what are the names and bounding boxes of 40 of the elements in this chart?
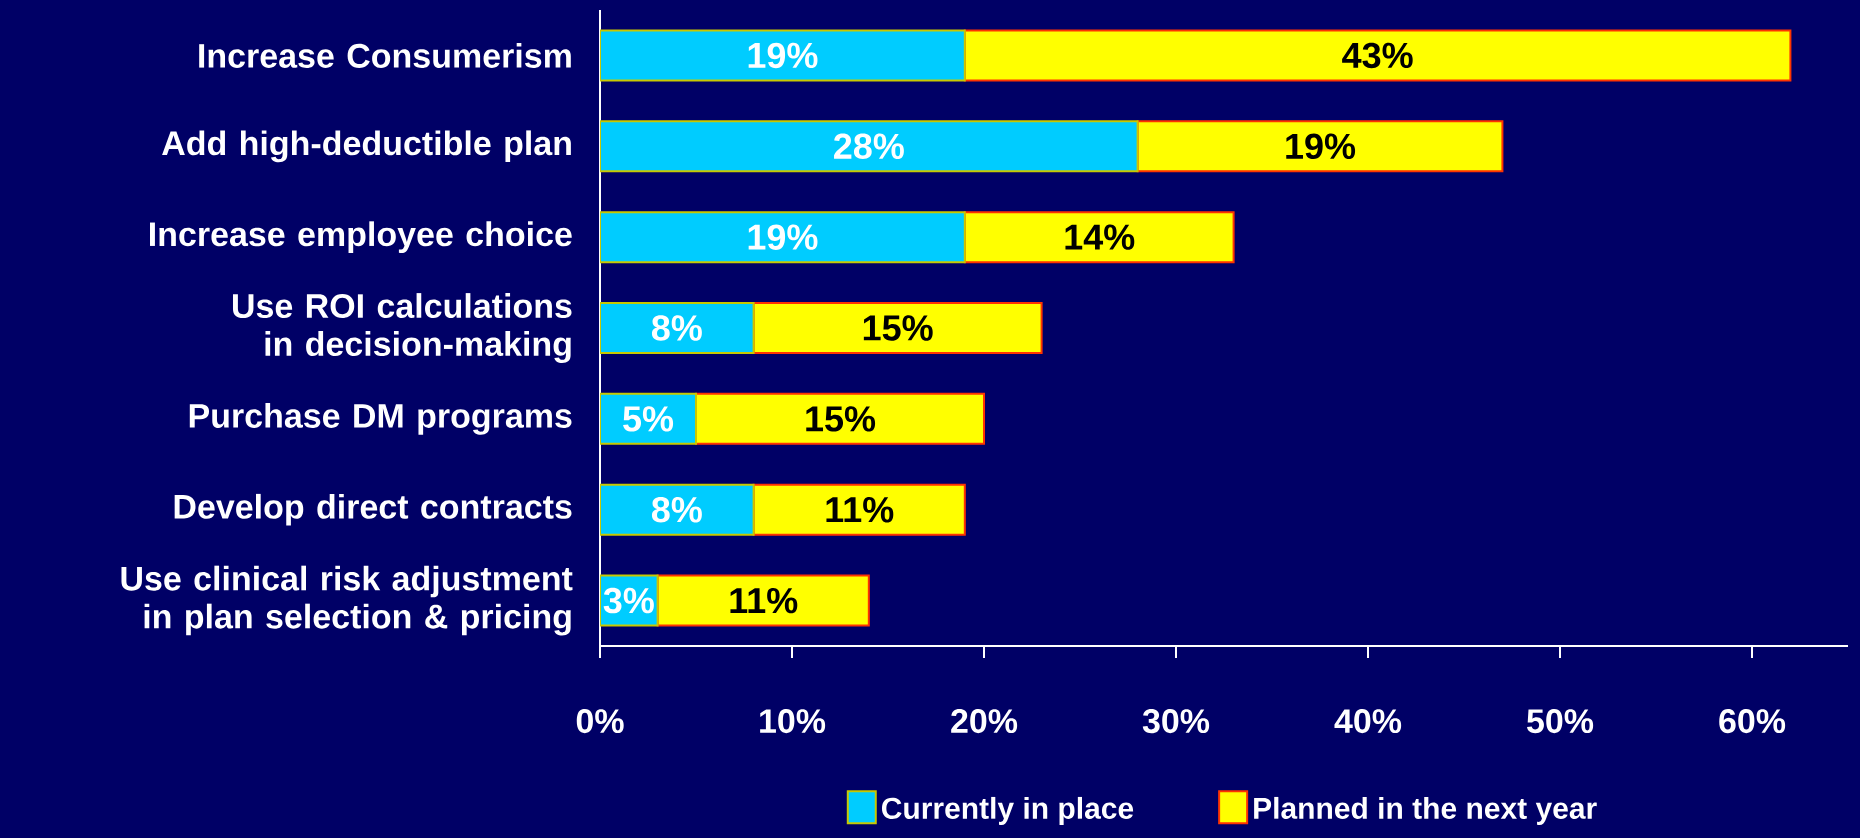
x-tick-label: 60% xyxy=(1719,709,1786,734)
data-label: 3% xyxy=(603,587,654,614)
x-tick-label: 0% xyxy=(576,709,624,734)
x-tick-label: 20% xyxy=(951,709,1018,734)
bar xyxy=(656,574,870,627)
data-label: 8% xyxy=(651,496,702,523)
x-tick-label: 50% xyxy=(1527,709,1594,734)
bar xyxy=(1136,120,1504,173)
data-label: 19% xyxy=(748,42,818,69)
data-label: 43% xyxy=(1342,42,1413,69)
data-label: 8% xyxy=(651,315,702,341)
data-label: 19% xyxy=(748,224,818,250)
legend-label: Currently in place xyxy=(881,796,1134,825)
x-tick-label: 10% xyxy=(760,709,826,734)
bar xyxy=(600,120,1139,173)
x-tick-label: 30% xyxy=(1142,709,1210,734)
y-tick-label: Purchase DM programs xyxy=(189,402,572,435)
data-label: 19% xyxy=(1286,133,1356,160)
data-label: 15% xyxy=(863,315,933,341)
legend-label: Planned in the next year xyxy=(1254,796,1597,825)
y-tick-label: Increase employee choice xyxy=(150,221,572,254)
bar xyxy=(600,29,966,82)
y-tick-label: Use ROI calculations in decision-making xyxy=(232,293,572,363)
bar xyxy=(963,211,1235,264)
bar xyxy=(963,29,1792,82)
data-label: 14% xyxy=(1065,224,1135,250)
y-tick-label: Increase Consumerism xyxy=(199,42,571,68)
data-label: 11% xyxy=(826,497,894,523)
y-tick-label: Use clinical risk adjustment in plan selection & pricing xyxy=(121,565,573,636)
data-label: 11% xyxy=(730,587,798,614)
data-label: 15% xyxy=(806,406,876,432)
data-label: 5% xyxy=(623,406,674,432)
bar xyxy=(752,302,1043,355)
data-label: 28% xyxy=(834,133,904,160)
x-tick-label: 40% xyxy=(1334,709,1402,734)
y-tick-label: Develop direct contracts xyxy=(174,493,572,526)
bar xyxy=(695,392,985,445)
bar xyxy=(600,211,966,264)
bar xyxy=(752,483,966,536)
y-tick-label: Add high-deductible plan xyxy=(162,130,571,163)
